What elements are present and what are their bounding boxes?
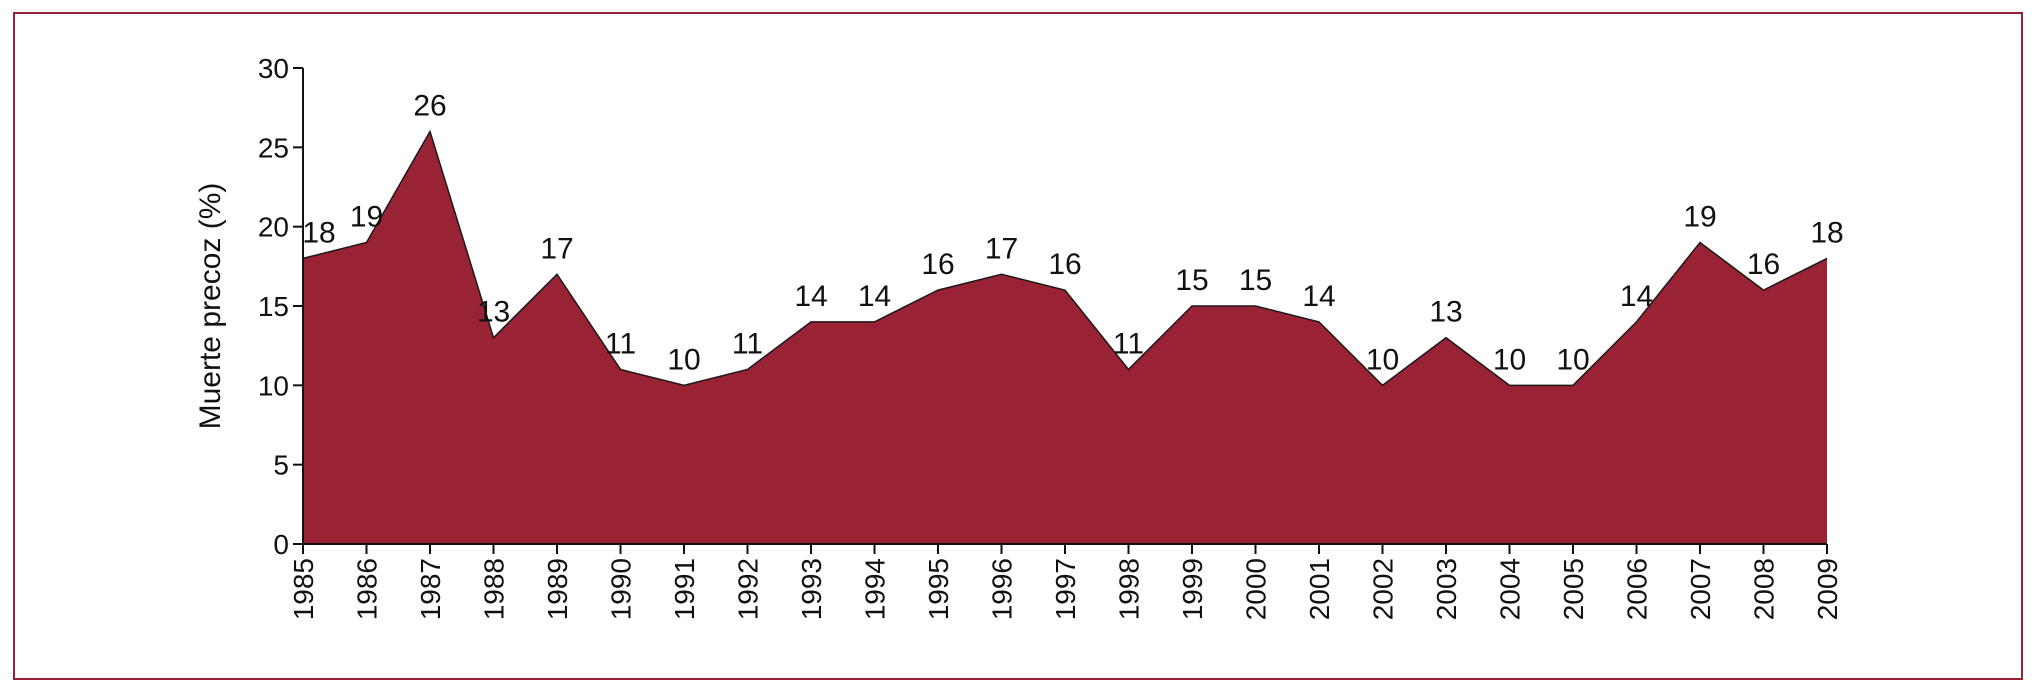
data-label: 17 xyxy=(985,232,1018,265)
y-tick-label: 15 xyxy=(258,291,289,322)
data-label: 18 xyxy=(302,216,335,249)
x-tick-label: 2002 xyxy=(1368,558,1399,620)
x-tick-label: 2006 xyxy=(1622,558,1653,620)
data-label: 13 xyxy=(1429,296,1462,329)
data-label: 14 xyxy=(794,280,827,313)
x-tick-label: 1990 xyxy=(606,558,637,620)
data-label: 26 xyxy=(413,89,446,122)
x-tick-label: 1996 xyxy=(987,558,1018,620)
data-label: 11 xyxy=(1113,327,1144,360)
data-label: 16 xyxy=(1747,248,1780,281)
x-tick-label: 1985 xyxy=(288,558,319,620)
x-tick-label: 2007 xyxy=(1685,558,1716,620)
y-tick-label: 0 xyxy=(273,529,289,560)
x-tick-label: 1988 xyxy=(479,558,510,620)
data-label: 11 xyxy=(732,327,763,360)
data-label: 14 xyxy=(1620,280,1653,313)
data-label: 10 xyxy=(1493,343,1526,376)
y-axis-ticks: 0 5 10 15 20 25 30 xyxy=(258,53,303,560)
x-tick-label: 2004 xyxy=(1495,558,1526,620)
chart-frame: 0 5 10 15 20 25 30 1985 1986 1987 1988 1989 1990 199… xyxy=(13,12,2023,680)
x-tick-label: 1989 xyxy=(542,558,573,620)
x-tick-label: 2000 xyxy=(1241,558,1272,620)
x-tick-label: 1987 xyxy=(415,558,446,620)
data-label: 10 xyxy=(1366,343,1399,376)
x-tick-label: 1993 xyxy=(796,558,827,620)
data-label: 10 xyxy=(1556,343,1589,376)
x-tick-label: 1994 xyxy=(860,558,891,620)
data-label: 14 xyxy=(1302,280,1335,313)
x-tick-label: 2008 xyxy=(1749,558,1780,620)
x-tick-label: 2009 xyxy=(1812,558,1843,620)
x-tick-label: 2003 xyxy=(1431,558,1462,620)
area-chart: 0 5 10 15 20 25 30 1985 1986 1987 1988 1989 1990 199… xyxy=(194,53,1844,620)
y-tick-label: 20 xyxy=(258,212,289,243)
x-tick-label: 1998 xyxy=(1114,558,1145,620)
data-label: 17 xyxy=(540,232,573,265)
data-label: 16 xyxy=(921,248,954,281)
area-layer xyxy=(302,129,1828,544)
y-tick-label: 25 xyxy=(258,132,289,163)
area-outline xyxy=(302,129,1828,387)
data-label: 15 xyxy=(1175,264,1208,297)
data-label: 14 xyxy=(858,280,891,313)
data-label: 16 xyxy=(1048,248,1081,281)
x-tick-label: 1997 xyxy=(1050,558,1081,620)
y-tick-label: 5 xyxy=(273,450,289,481)
x-tick-label: 2005 xyxy=(1558,558,1589,620)
data-label: 19 xyxy=(350,201,383,234)
data-label: 11 xyxy=(605,327,636,360)
x-tick-label: 1999 xyxy=(1177,558,1208,620)
y-tick-label: 30 xyxy=(258,53,289,84)
x-tick-label: 1986 xyxy=(352,558,383,620)
x-tick-label: 1992 xyxy=(733,558,764,620)
data-labels: 18 19 26 13 17 11 10 11 14 14 16 17 16 11 15 15 14 10 13 10… xyxy=(302,89,1843,376)
data-label: 18 xyxy=(1810,216,1843,249)
data-label: 13 xyxy=(477,296,510,329)
y-axis-title: Muerte precoz (%) xyxy=(194,183,227,430)
data-label: 19 xyxy=(1683,201,1716,234)
data-label: 10 xyxy=(667,343,700,376)
y-tick-label: 10 xyxy=(258,370,289,401)
data-label: 15 xyxy=(1239,264,1272,297)
x-axis-ticks: 1985 1986 1987 1988 1989 1990 1991 1992 1993 1994… xyxy=(288,544,1843,620)
x-tick-label: 1991 xyxy=(669,558,700,620)
x-tick-label: 1995 xyxy=(923,558,954,620)
x-tick-label: 2001 xyxy=(1304,558,1335,620)
area-series xyxy=(303,131,1827,544)
